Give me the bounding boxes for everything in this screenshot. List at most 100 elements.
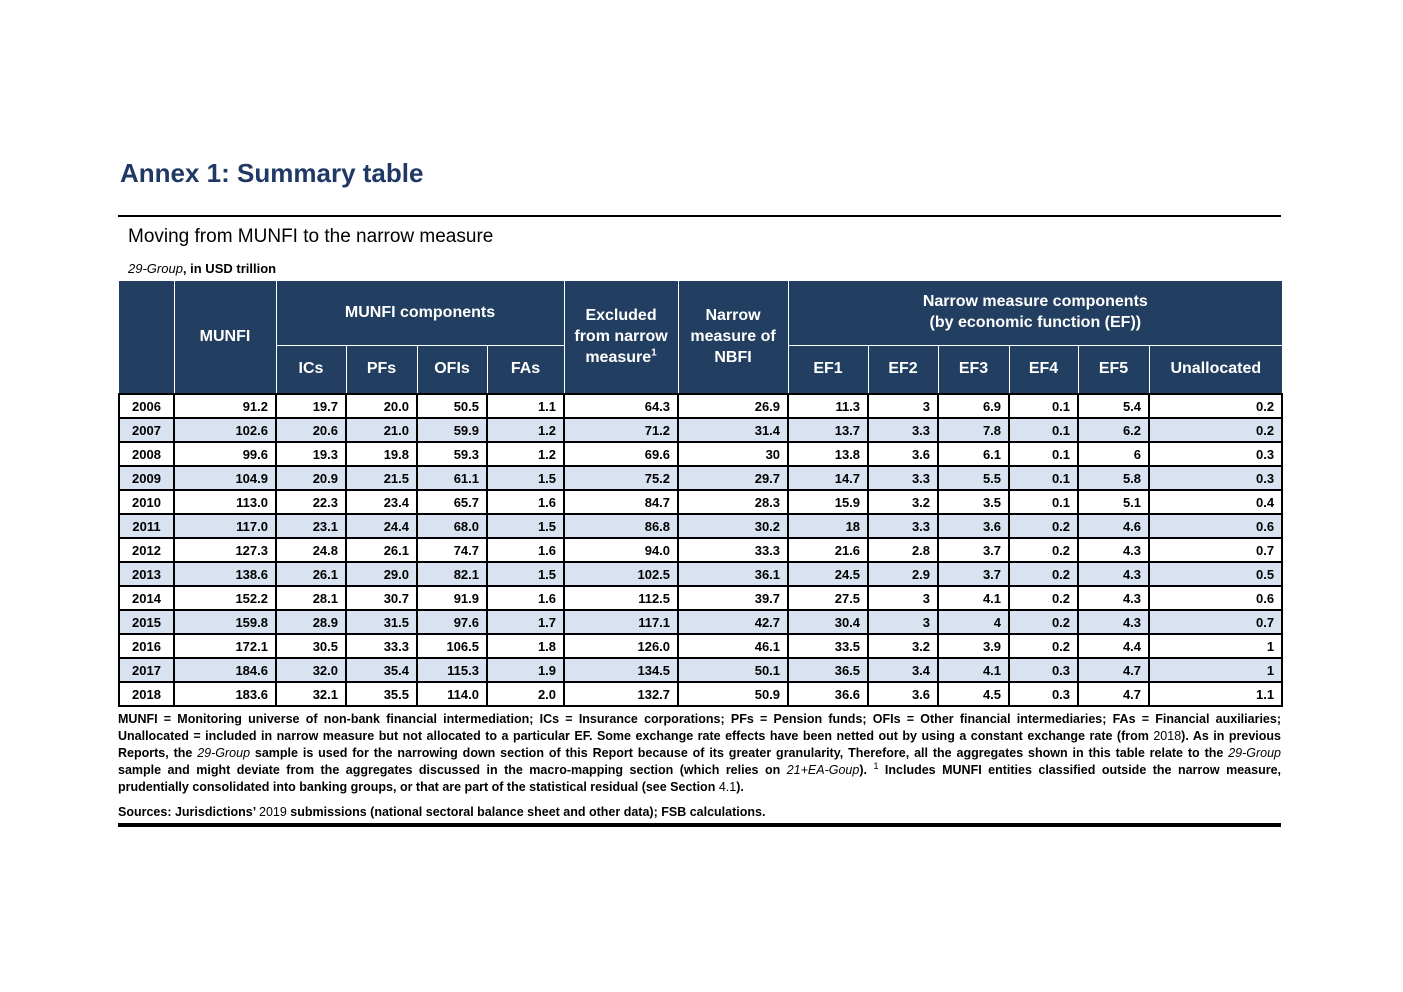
ef1-cell: 18 [787,513,870,540]
unit-note-sample: 29-Group [128,261,183,277]
pfs-cell: 30.7 [345,585,418,612]
ef3-cell: 4.5 [937,681,1011,708]
munfi-cell: 138.6 [173,561,277,588]
ef4-cell: 0.3 [1008,681,1080,708]
ef1-cell: 13.8 [787,441,870,468]
unallocated-cell: 0.7 [1148,609,1284,636]
ics-cell: 19.3 [275,441,347,468]
header-pfs: PFs [345,344,417,395]
pfs-cell: 35.4 [345,657,418,684]
ics-cell: 20.6 [275,417,347,444]
ef3-cell: 3.5 [937,489,1011,516]
ef5-cell: 4.6 [1077,513,1151,540]
ef5-cell: 4.7 [1077,681,1151,708]
ef5-cell: 4.3 [1077,537,1151,564]
fas-cell: 1.5 [485,465,566,492]
ef1-cell: 11.3 [787,393,870,420]
ics-cell: 32.0 [275,657,347,684]
ofis-cell: 65.7 [416,489,488,516]
pfs-cell: 20.0 [345,393,418,420]
fas-cell: 1.6 [485,585,566,612]
narrow-nbfi-cell: 33.3 [677,537,790,564]
ics-cell: 30.5 [275,633,347,660]
ef3-cell: 3.7 [937,537,1011,564]
ef1-cell: 36.6 [787,681,870,708]
munfi-cell: 104.9 [173,465,277,492]
ef5-cell: 5.8 [1077,465,1151,492]
ics-cell: 22.3 [275,489,347,516]
ef3-cell: 5.5 [937,465,1011,492]
ofis-cell: 68.0 [416,513,488,540]
ics-cell: 20.9 [275,465,347,492]
ef2-cell: 3.2 [867,633,940,660]
unallocated-cell: 0.3 [1148,441,1284,468]
ef2-cell: 2.8 [867,537,940,564]
fas-cell: 1.8 [485,633,566,660]
fas-cell: 1.2 [485,417,566,444]
ef2-cell: 3.6 [867,441,940,468]
ef1-cell: 21.6 [787,537,870,564]
ofis-cell: 114.0 [416,681,488,708]
unallocated-cell: 0.7 [1148,537,1284,564]
table-body: 2006 91.2 19.7 20.0 50.5 1.1 64.3 26.9 1… [118,393,1284,708]
pfs-cell: 33.3 [345,633,418,660]
header-excluded-footnote-marker: 1 [651,347,657,359]
header-munfi: MUNFI [173,281,276,395]
munfi-cell: 102.6 [173,417,277,444]
header-ef5: EF5 [1077,344,1150,395]
fas-cell: 1.5 [485,513,566,540]
ics-cell: 23.1 [275,513,347,540]
narrow-nbfi-cell: 50.1 [677,657,790,684]
ef5-cell: 4.7 [1077,657,1151,684]
ef3-cell: 3.7 [937,561,1011,588]
unallocated-cell: 1 [1148,633,1284,660]
table-row: 2014 152.2 28.1 30.7 91.9 1.6 112.5 39.7… [118,585,1284,612]
year-cell: 2016 [118,633,175,660]
ics-cell: 28.9 [275,609,347,636]
header-narrow-components: Narrow measure components (by economic f… [787,281,1283,346]
header-ofis: OFIs [416,344,487,395]
ef3-cell: 4.1 [937,585,1011,612]
ofis-cell: 59.3 [416,441,488,468]
page-title: Annex 1: Summary table [120,158,424,188]
excluded-cell: 64.3 [563,393,680,420]
ef5-cell: 6.2 [1077,417,1151,444]
header-year [119,281,174,395]
unallocated-cell: 0.3 [1148,465,1284,492]
table-row: 2017 184.6 32.0 35.4 115.3 1.9 134.5 50.… [118,657,1284,684]
ef4-cell: 0.2 [1008,513,1080,540]
year-cell: 2013 [118,561,175,588]
munfi-cell: 184.6 [173,657,277,684]
narrow-nbfi-cell: 46.1 [677,633,790,660]
fas-cell: 1.9 [485,657,566,684]
table-row: 2008 99.6 19.3 19.8 59.3 1.2 69.6 30 13.… [118,441,1284,468]
ef1-cell: 30.4 [787,609,870,636]
year-cell: 2018 [118,681,175,708]
ef4-cell: 0.2 [1008,633,1080,660]
unallocated-cell: 0.2 [1148,417,1284,444]
ef5-cell: 6 [1077,441,1151,468]
narrow-nbfi-cell: 31.4 [677,417,790,444]
ef1-cell: 36.5 [787,657,870,684]
ef2-cell: 3 [867,393,940,420]
ef3-cell: 4.1 [937,657,1011,684]
munfi-cell: 127.3 [173,537,277,564]
narrow-nbfi-cell: 26.9 [677,393,790,420]
year-cell: 2006 [118,393,175,420]
ef3-cell: 7.8 [937,417,1011,444]
header-munfi-components: MUNFI components [275,281,565,346]
ef2-cell: 3 [867,609,940,636]
unit-note-currency: , in USD trillion [182,261,277,277]
ef4-cell: 0.1 [1008,441,1080,468]
ef2-cell: 3 [867,585,940,612]
unallocated-cell: 0.5 [1148,561,1284,588]
year-cell: 2012 [118,537,175,564]
ofis-cell: 74.7 [416,537,488,564]
ofis-cell: 97.6 [416,609,488,636]
ef2-cell: 3.3 [867,417,940,444]
ef3-cell: 6.9 [937,393,1011,420]
munfi-cell: 91.2 [173,393,277,420]
unallocated-cell: 0.6 [1148,585,1284,612]
narrow-nbfi-cell: 28.3 [677,489,790,516]
ef3-cell: 6.1 [937,441,1011,468]
